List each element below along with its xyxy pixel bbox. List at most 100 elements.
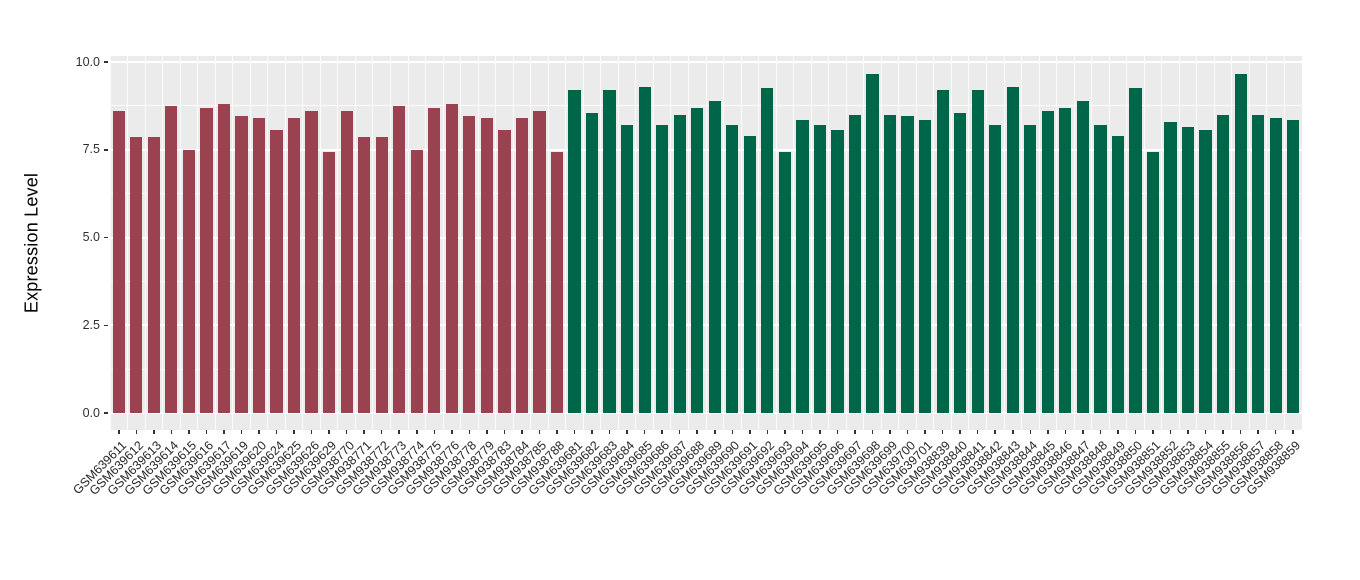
x-tick-mark [538, 430, 541, 434]
bar [182, 149, 195, 413]
bar [287, 118, 301, 413]
x-tick-mark [1029, 430, 1032, 434]
bar [901, 116, 914, 413]
x-gridline [880, 56, 882, 430]
x-tick-mark [503, 430, 506, 434]
x-gridline [635, 56, 637, 430]
x-tick-mark [1064, 430, 1067, 434]
x-tick-mark [871, 430, 874, 434]
bar [1041, 111, 1054, 413]
x-tick-mark [205, 430, 208, 434]
x-tick-mark [608, 430, 611, 434]
x-gridline [705, 56, 707, 430]
x-gridline [407, 56, 409, 430]
x-gridline [284, 56, 286, 430]
x-tick-mark [398, 430, 400, 434]
bar [796, 119, 809, 413]
bar [656, 125, 669, 413]
x-tick-mark [345, 430, 348, 434]
x-gridline [267, 56, 269, 430]
x-gridline [1003, 56, 1005, 430]
x-tick-mark [521, 430, 523, 434]
x-tick-mark [749, 430, 751, 434]
bar [217, 104, 231, 413]
x-gridline [319, 56, 321, 430]
bar [1146, 151, 1160, 413]
x-tick-mark [1117, 430, 1119, 434]
minor-y-gridline [110, 368, 1302, 370]
x-gridline [985, 56, 987, 430]
x-tick-mark [1222, 430, 1224, 434]
bar [1006, 86, 1019, 413]
x-gridline [389, 56, 391, 430]
bar [936, 90, 949, 413]
x-gridline [547, 56, 549, 430]
x-gridline [232, 56, 234, 430]
bar [515, 118, 529, 413]
bar [726, 125, 739, 413]
x-gridline [495, 56, 497, 430]
bar [813, 125, 827, 413]
x-tick-mark [258, 430, 260, 434]
x-tick-mark [433, 430, 436, 434]
bar [918, 119, 932, 413]
x-tick-mark [591, 430, 593, 434]
bar [971, 90, 984, 413]
x-gridline [582, 56, 584, 430]
bar [428, 107, 441, 413]
bar [848, 114, 862, 413]
bar [393, 105, 406, 413]
x-tick-mark [626, 430, 628, 434]
x-gridline [793, 56, 795, 430]
x-tick-mark [1152, 430, 1154, 434]
x-tick-mark [1134, 430, 1137, 434]
x-tick-mark [714, 430, 716, 434]
x-gridline [1091, 56, 1093, 430]
y-tick-mark [104, 61, 108, 63]
x-tick-mark [1204, 430, 1207, 434]
x-tick-mark [801, 430, 804, 434]
x-gridline [1213, 56, 1215, 430]
x-tick-mark [1274, 430, 1277, 434]
bar [1024, 125, 1037, 413]
x-gridline [898, 56, 900, 430]
x-gridline [1126, 56, 1128, 430]
x-gridline [617, 56, 619, 430]
bar [533, 111, 546, 413]
bar [445, 104, 458, 413]
x-tick-mark [1292, 430, 1294, 434]
x-gridline [758, 56, 760, 430]
bar [778, 151, 791, 413]
x-gridline [1056, 56, 1058, 430]
y-tick-label: 5.0 [82, 230, 100, 244]
x-gridline [1266, 56, 1268, 430]
x-tick-mark [819, 430, 821, 434]
bar [638, 86, 651, 413]
bar [1199, 130, 1212, 413]
x-tick-mark [766, 430, 769, 434]
bar [673, 114, 686, 413]
bar [691, 107, 704, 413]
x-gridline [425, 56, 427, 430]
x-tick-mark [153, 430, 155, 434]
x-gridline [1196, 56, 1198, 430]
x-tick-mark [854, 430, 856, 434]
x-tick-mark [1012, 430, 1014, 434]
x-tick-mark [573, 430, 576, 434]
bar [463, 116, 476, 413]
x-tick-mark [380, 430, 383, 434]
bar [603, 90, 616, 413]
x-gridline [442, 56, 444, 430]
x-tick-mark [451, 430, 453, 434]
x-tick-mark [696, 430, 698, 434]
bar [498, 130, 511, 413]
y-tick-label: 10.0 [75, 54, 100, 69]
bar [1164, 121, 1177, 413]
x-gridline [512, 56, 514, 430]
y-tick-mark [104, 236, 108, 239]
x-tick-mark [1047, 430, 1049, 434]
x-gridline [197, 56, 199, 430]
x-tick-mark [188, 430, 190, 434]
x-tick-mark [976, 430, 979, 434]
